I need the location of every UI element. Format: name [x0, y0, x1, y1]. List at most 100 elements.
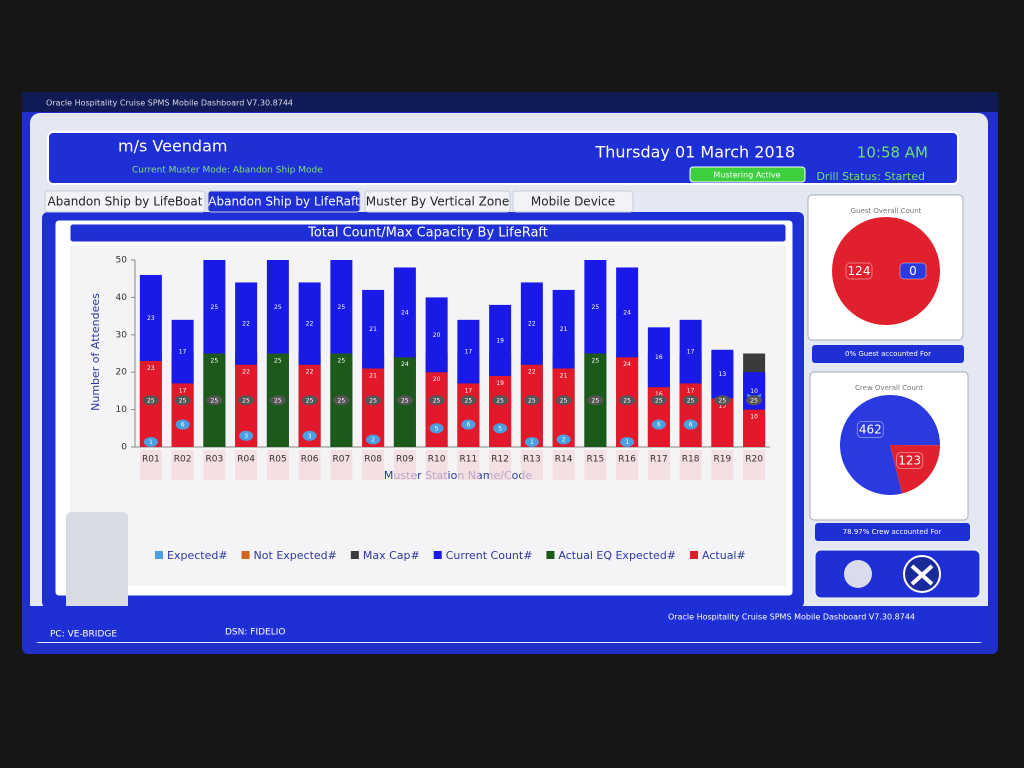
data-label: 21 [369, 372, 377, 379]
tab-label[interactable]: Abandon Ship by LifeRaft [208, 195, 360, 209]
pie-label: 0 [909, 264, 917, 278]
data-label: 6 [657, 422, 661, 429]
data-label: 25 [338, 304, 346, 311]
data-label: 17 [465, 387, 473, 394]
legend-label: Current Count# [446, 549, 533, 562]
data-label: 17 [465, 349, 473, 356]
category-shade [552, 450, 575, 480]
x-tick-label: R17 [650, 455, 668, 465]
x-tick-label: R20 [745, 455, 763, 465]
category-shade [330, 450, 353, 480]
data-label: 13 [719, 402, 727, 409]
label-badge [269, 395, 286, 406]
bar-segment [552, 368, 575, 447]
label-badge [460, 346, 477, 357]
tab-label[interactable]: Muster By Vertical Zone [366, 195, 509, 209]
x-tick-label: R04 [237, 455, 255, 465]
x-tick-label: R06 [301, 455, 319, 465]
x-tick-label: R12 [491, 455, 509, 465]
legend-swatch [241, 551, 250, 559]
y-tick-label: 50 [116, 256, 128, 266]
label-badge [746, 411, 763, 422]
tab-label[interactable]: Abandon Ship by LifeBoat [48, 195, 203, 209]
category-shade [489, 450, 512, 480]
data-label: 25 [274, 304, 282, 311]
label-badge [714, 395, 731, 406]
x-tick-label: R13 [523, 455, 541, 465]
expected-marker [651, 419, 666, 430]
label-badge [714, 369, 731, 380]
label-badge [492, 395, 509, 406]
label-badge [238, 395, 255, 406]
pie-label: 124 [848, 264, 871, 278]
legend-swatch [690, 551, 699, 559]
label-badge [206, 301, 223, 312]
tab[interactable] [44, 190, 206, 213]
category-shade [743, 450, 766, 480]
data-label: 25 [592, 397, 600, 404]
pie-slice [832, 217, 940, 325]
pie-label-badge [856, 421, 884, 439]
label-badge [238, 318, 255, 329]
chart-title-bar [69, 223, 787, 243]
data-label: 25 [338, 358, 346, 365]
legend-label: Max Cap# [363, 549, 420, 562]
label-badge [492, 377, 509, 388]
data-label: 22 [242, 369, 250, 376]
label-badge [746, 395, 763, 406]
crew-caption: 78.97% Crew accounted For [843, 528, 942, 536]
footer-bar [30, 606, 988, 642]
data-label: 25 [274, 358, 282, 365]
footer-pc: PC: VE-BRIDGE [50, 630, 117, 640]
expected-marker [302, 430, 317, 441]
category-shade [457, 450, 480, 480]
data-label: 24 [401, 361, 409, 368]
status-badge [689, 166, 806, 183]
data-label: 25 [211, 397, 219, 404]
tab[interactable] [207, 190, 361, 213]
category-shade [298, 450, 321, 480]
data-label: 21 [369, 326, 377, 333]
data-label: 6 [466, 422, 470, 429]
legend-label: Actual EQ Expected# [558, 549, 676, 562]
drill-status: Drill Status: Started [816, 170, 925, 183]
label-badge [142, 312, 159, 323]
legend-swatch [350, 551, 359, 559]
date: Thursday 01 March 2018 [594, 143, 795, 162]
guest-caption-bar [812, 345, 964, 363]
data-label: 25 [750, 397, 758, 404]
pie-label: 123 [898, 453, 921, 467]
search-people-button[interactable] [844, 560, 872, 588]
category-shade [235, 450, 258, 480]
legend-swatch [433, 551, 442, 559]
muster-mode: Current Muster Mode: Abandon Ship Mode [132, 166, 323, 176]
label-badge [365, 324, 382, 335]
y-tick-label: 30 [116, 330, 128, 340]
expected-marker [429, 423, 444, 434]
data-label: 17 [179, 387, 187, 394]
data-label: 25 [496, 397, 504, 404]
label-badge [460, 395, 477, 406]
data-label: 23 [147, 365, 155, 372]
legend-label: Not Expected# [254, 549, 337, 562]
data-label: 25 [655, 397, 663, 404]
x-tick-label: R10 [428, 455, 446, 465]
label-badge [365, 370, 382, 381]
data-label: 25 [211, 304, 219, 311]
data-label: 25 [211, 358, 219, 365]
footer-version: Oracle Hospitality Cruise SPMS Mobile Da… [668, 613, 915, 622]
label-badge [428, 329, 445, 340]
legend-swatch [546, 551, 555, 559]
tools-icon [910, 564, 934, 586]
expected-marker [620, 437, 635, 447]
tab[interactable] [512, 190, 634, 213]
data-label: 25 [274, 397, 282, 404]
tab[interactable] [364, 190, 511, 213]
bar-segment [362, 368, 385, 447]
pie-slice [839, 394, 940, 496]
label-badge [301, 395, 318, 406]
tab-label[interactable]: Mobile Device [531, 195, 615, 209]
data-label: 23 [147, 315, 155, 322]
expected-marker [524, 437, 539, 447]
data-label: 25 [592, 358, 600, 365]
